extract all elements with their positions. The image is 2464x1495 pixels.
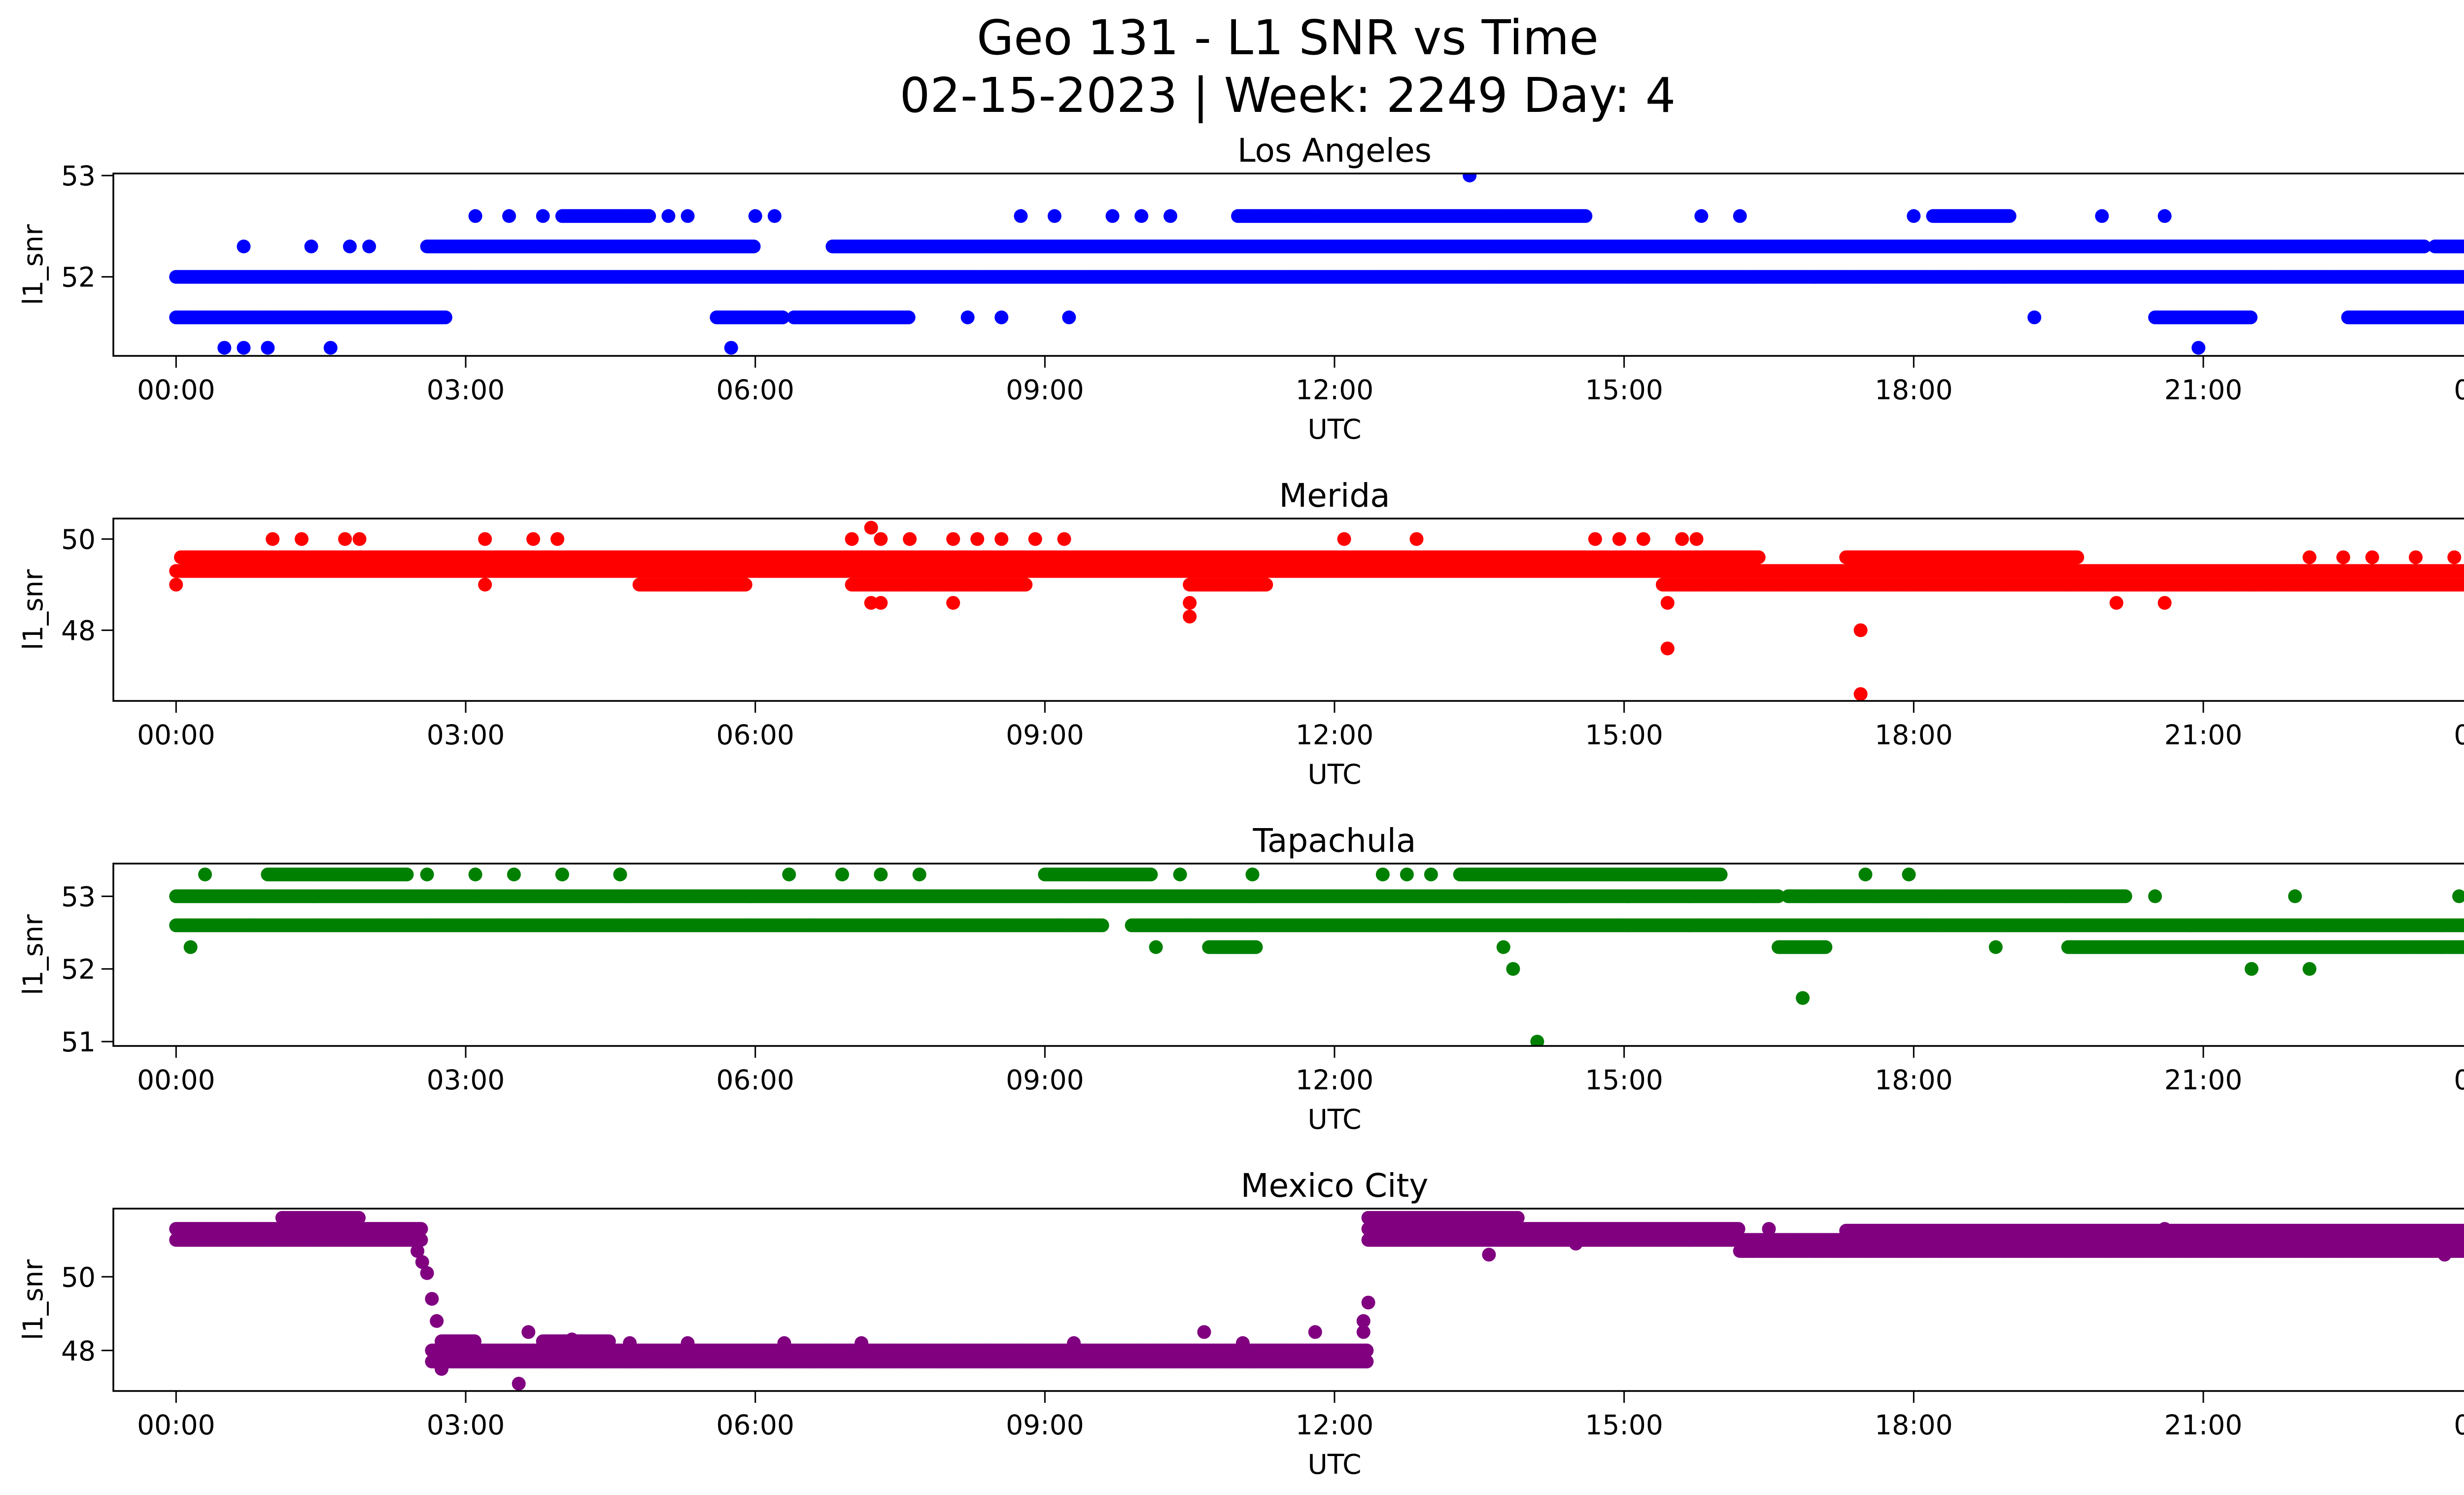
data-point <box>681 209 695 223</box>
data-point <box>237 240 251 253</box>
data-point <box>323 341 338 355</box>
x-tick-label: 18:00 <box>1875 374 1953 406</box>
data-point <box>536 209 550 223</box>
data-point <box>1578 209 1593 223</box>
data-point <box>661 209 676 223</box>
data-point <box>2095 209 2109 223</box>
x-tick-label: 00:00 <box>2454 374 2464 406</box>
data-point <box>261 341 275 355</box>
figure-title: Geo 131 - L1 SNR vs Time 02-15-2023 | We… <box>0 9 2464 124</box>
data-points <box>169 521 2464 701</box>
data-point <box>724 341 738 355</box>
data-point <box>342 240 357 253</box>
data-point <box>2027 310 2042 324</box>
data-point <box>901 310 916 324</box>
figure-title-line-2: 02-15-2023 | Week: 2249 Day: 4 <box>899 68 1676 123</box>
data-point <box>2417 240 2431 253</box>
y-tick-label: 52 <box>61 262 96 293</box>
x-tick-label: 00:00 <box>137 374 215 406</box>
data-point <box>2002 209 2017 223</box>
data-point <box>217 341 232 355</box>
data-point <box>748 209 762 223</box>
x-axis-label: UTC <box>1307 414 1361 445</box>
subplot-1: 00:00 03:00 06:00 09:00 12:00 15:00 18:00 21:00… <box>17 477 2464 790</box>
data-point <box>1134 209 1149 223</box>
data-point <box>1047 209 1061 223</box>
x-tick-label: 03:00 <box>427 374 505 406</box>
data-points <box>169 174 2464 355</box>
data-point <box>1062 310 1076 324</box>
data-point <box>237 341 251 355</box>
data-point <box>2463 273 2464 281</box>
data-point <box>362 240 376 253</box>
data-point <box>1014 209 1028 223</box>
x-tick-label: 12:00 <box>1296 374 1374 406</box>
data-point <box>1733 209 1747 223</box>
data-point <box>468 209 482 223</box>
data-point <box>994 310 1009 324</box>
data-point <box>747 240 761 253</box>
data-point <box>304 240 318 253</box>
subplot-0: 00:00 03:00 06:00 09:00 12:00 15:00 18:00 21:00… <box>17 132 2464 445</box>
plot-frame <box>112 173 2464 357</box>
data-point <box>2461 271 2464 283</box>
data-point <box>2461 241 2464 252</box>
x-tick-label: 06:00 <box>716 374 794 406</box>
data-point <box>1751 550 1766 564</box>
data-point <box>642 209 656 223</box>
data-point <box>2463 243 2464 250</box>
data-point <box>2070 550 2085 564</box>
data-point <box>1105 209 1120 223</box>
data-point <box>1164 209 1177 223</box>
data-point <box>767 209 782 223</box>
y-tick-label: 53 <box>61 160 96 192</box>
data-point <box>776 310 790 324</box>
figure-title-line-1: Geo 131 - L1 SNR vs Time <box>977 10 1599 66</box>
data-point <box>1694 209 1709 223</box>
data-point <box>1463 174 1477 183</box>
x-tick-label: 15:00 <box>1585 374 1663 406</box>
data-point <box>2461 312 2464 323</box>
data-point <box>2157 209 2172 223</box>
data-point <box>502 209 516 223</box>
data-point <box>2191 341 2206 355</box>
y-axis-label: l1_snr <box>17 224 49 305</box>
data-point <box>1907 209 1921 223</box>
data-point <box>2463 313 2464 321</box>
data-point <box>438 310 452 324</box>
x-tick-label: 21:00 <box>2164 374 2243 406</box>
x-tick-label: 09:00 <box>1006 374 1084 406</box>
data-point <box>960 310 975 324</box>
data-point <box>2244 310 2258 324</box>
subplot-title: Los Angeles <box>1237 132 1432 170</box>
